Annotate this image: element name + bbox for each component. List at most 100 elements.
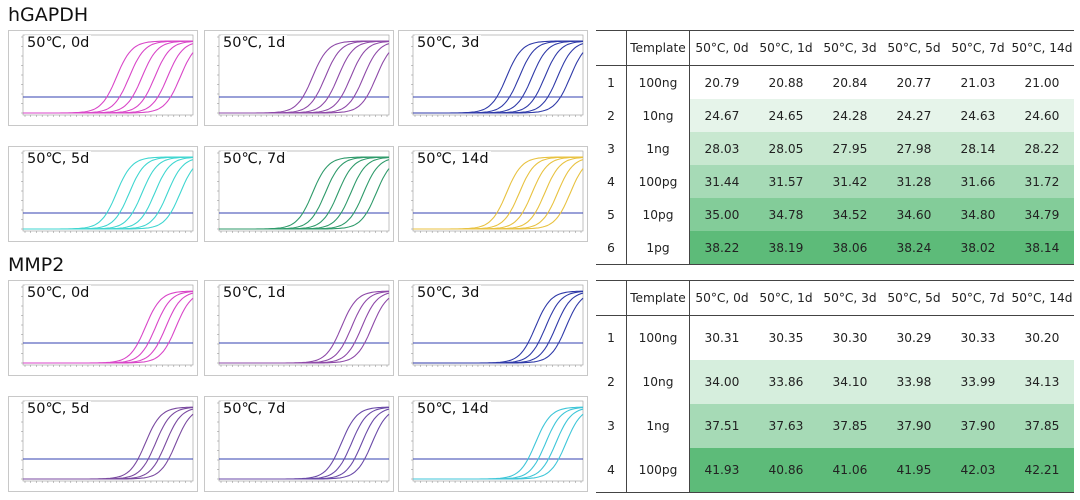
table-row: 3 1ng 28.03 28.05 27.95 27.98 28.14 28.22 — [596, 132, 1074, 165]
column-header: 50°C, 3d — [818, 280, 882, 316]
ct-value-cell: 37.85 — [818, 404, 882, 448]
section-title-hgapdh: hGAPDH — [8, 4, 89, 26]
panel-condition-label: 50℃, 0d — [25, 285, 92, 301]
amplification-curves — [21, 150, 194, 233]
amplification-plot: 50℃, 7d — [204, 396, 394, 492]
ct-value-cell: 33.86 — [754, 360, 818, 404]
amplification-curve — [219, 168, 390, 230]
template-cell: 100pg — [626, 165, 690, 198]
ct-value-cell: 41.95 — [882, 448, 946, 493]
table-row: 3 1ng 37.51 37.63 37.85 37.90 37.90 37.85 — [596, 404, 1074, 448]
row-index: 3 — [596, 132, 627, 165]
ct-value-cell: 27.98 — [882, 132, 946, 165]
ct-value-cell: 37.90 — [946, 404, 1010, 448]
mmp2-ct-table: Template 50°C, 0d 50°C, 1d 50°C, 3d 50°C, 5d… — [596, 280, 1074, 493]
ct-value-cell: 34.78 — [754, 198, 818, 231]
template-cell: 100ng — [626, 315, 690, 360]
ct-value-cell: 42.21 — [1010, 448, 1074, 493]
ct-value-cell: 34.00 — [689, 360, 754, 404]
column-header: 50°C, 3d — [818, 30, 882, 66]
ct-value-cell: 34.60 — [882, 198, 946, 231]
ct-value-cell: 24.28 — [818, 99, 882, 132]
panel-condition-label: 50℃, 14d — [415, 151, 491, 167]
amplification-curves — [21, 34, 194, 117]
ct-value-cell: 24.27 — [882, 99, 946, 132]
ct-value-cell: 24.67 — [689, 99, 754, 132]
ct-value-cell: 30.29 — [882, 315, 946, 360]
amplification-curve — [413, 290, 583, 364]
row-index: 4 — [596, 448, 627, 493]
row-index: 1 — [596, 65, 627, 99]
amplification-plot: 50℃, 3d — [398, 280, 588, 376]
row-index: 2 — [596, 99, 627, 132]
column-header: 50°C, 1d — [754, 30, 818, 66]
ct-value-cell: 34.10 — [818, 360, 882, 404]
panel-condition-label: 50℃, 1d — [221, 285, 288, 301]
amplification-curve — [413, 52, 584, 114]
ct-value-cell: 38.06 — [818, 231, 882, 265]
template-cell: 10pg — [626, 198, 690, 231]
ct-value-cell: 34.80 — [946, 198, 1010, 231]
ct-value-cell: 33.98 — [882, 360, 946, 404]
row-index: 4 — [596, 165, 627, 198]
template-cell: 1pg — [626, 231, 690, 265]
amplification-curve — [23, 168, 194, 230]
amplification-curve — [23, 43, 194, 114]
amplification-plot: 50℃, 14d — [398, 396, 588, 492]
ct-value-cell: 20.88 — [754, 65, 818, 99]
template-cell: 100pg — [626, 448, 690, 493]
column-header: 50°C, 7d — [946, 280, 1010, 316]
ct-value-cell: 31.57 — [754, 165, 818, 198]
ct-value-cell: 20.77 — [882, 65, 946, 99]
panel-condition-label: 50℃, 3d — [415, 35, 482, 51]
ct-value-cell: 28.22 — [1010, 132, 1074, 165]
amplification-curve — [413, 43, 584, 114]
panel-condition-label: 50℃, 0d — [25, 35, 92, 51]
amplification-curve — [219, 159, 390, 230]
amplification-curves — [411, 150, 584, 233]
amplification-curve — [23, 291, 194, 364]
amplification-plot: 50℃, 3d — [398, 30, 588, 126]
ct-value-cell: 24.60 — [1010, 99, 1074, 132]
ct-value-cell: 21.03 — [946, 65, 1010, 99]
amplification-curves — [411, 400, 584, 483]
row-index: 1 — [596, 315, 627, 360]
ct-value-cell: 28.05 — [754, 132, 818, 165]
amplification-curve — [219, 406, 389, 480]
column-header: Template — [626, 280, 690, 316]
table-row: 4 100pg 41.93 40.86 41.06 41.95 42.03 42.21 — [596, 448, 1074, 493]
column-header: 50°C, 0d — [689, 280, 754, 316]
amplification-curves — [411, 34, 584, 117]
amplification-curve — [413, 291, 584, 364]
ct-value-cell: 31.66 — [946, 165, 1010, 198]
column-header — [596, 280, 627, 316]
amplification-curve — [23, 413, 194, 480]
amplification-curve — [413, 406, 583, 480]
column-header: 50°C, 7d — [946, 30, 1010, 66]
amplification-curve — [413, 407, 584, 480]
ct-value-cell: 31.44 — [689, 165, 754, 198]
row-index: 2 — [596, 360, 627, 404]
panel-condition-label: 50℃, 14d — [415, 401, 491, 417]
amplification-plot: 50℃, 5d — [8, 146, 198, 242]
ct-value-cell: 30.31 — [689, 315, 754, 360]
ct-value-cell: 37.63 — [754, 404, 818, 448]
ct-value-cell: 20.79 — [689, 65, 754, 99]
amplification-curve — [413, 413, 584, 480]
amplification-plot: 50℃, 5d — [8, 396, 198, 492]
ct-value-cell: 30.35 — [754, 315, 818, 360]
column-header: 50°C, 5d — [882, 30, 946, 66]
amplification-curves — [21, 400, 194, 483]
amplification-curve — [23, 297, 194, 364]
ct-value-cell: 42.03 — [946, 448, 1010, 493]
ct-value-cell: 38.22 — [689, 231, 754, 265]
ct-value-cell: 28.14 — [946, 132, 1010, 165]
ct-value-cell: 38.24 — [882, 231, 946, 265]
column-header: 50°C, 0d — [689, 30, 754, 66]
amplification-plot: 50℃, 7d — [204, 146, 394, 242]
panel-condition-label: 50℃, 5d — [25, 401, 92, 417]
ct-value-cell: 30.30 — [818, 315, 882, 360]
table-row: 2 10ng 34.00 33.86 34.10 33.98 33.99 34.13 — [596, 360, 1074, 404]
ct-value-cell: 34.52 — [818, 198, 882, 231]
amplification-curve — [23, 290, 193, 364]
